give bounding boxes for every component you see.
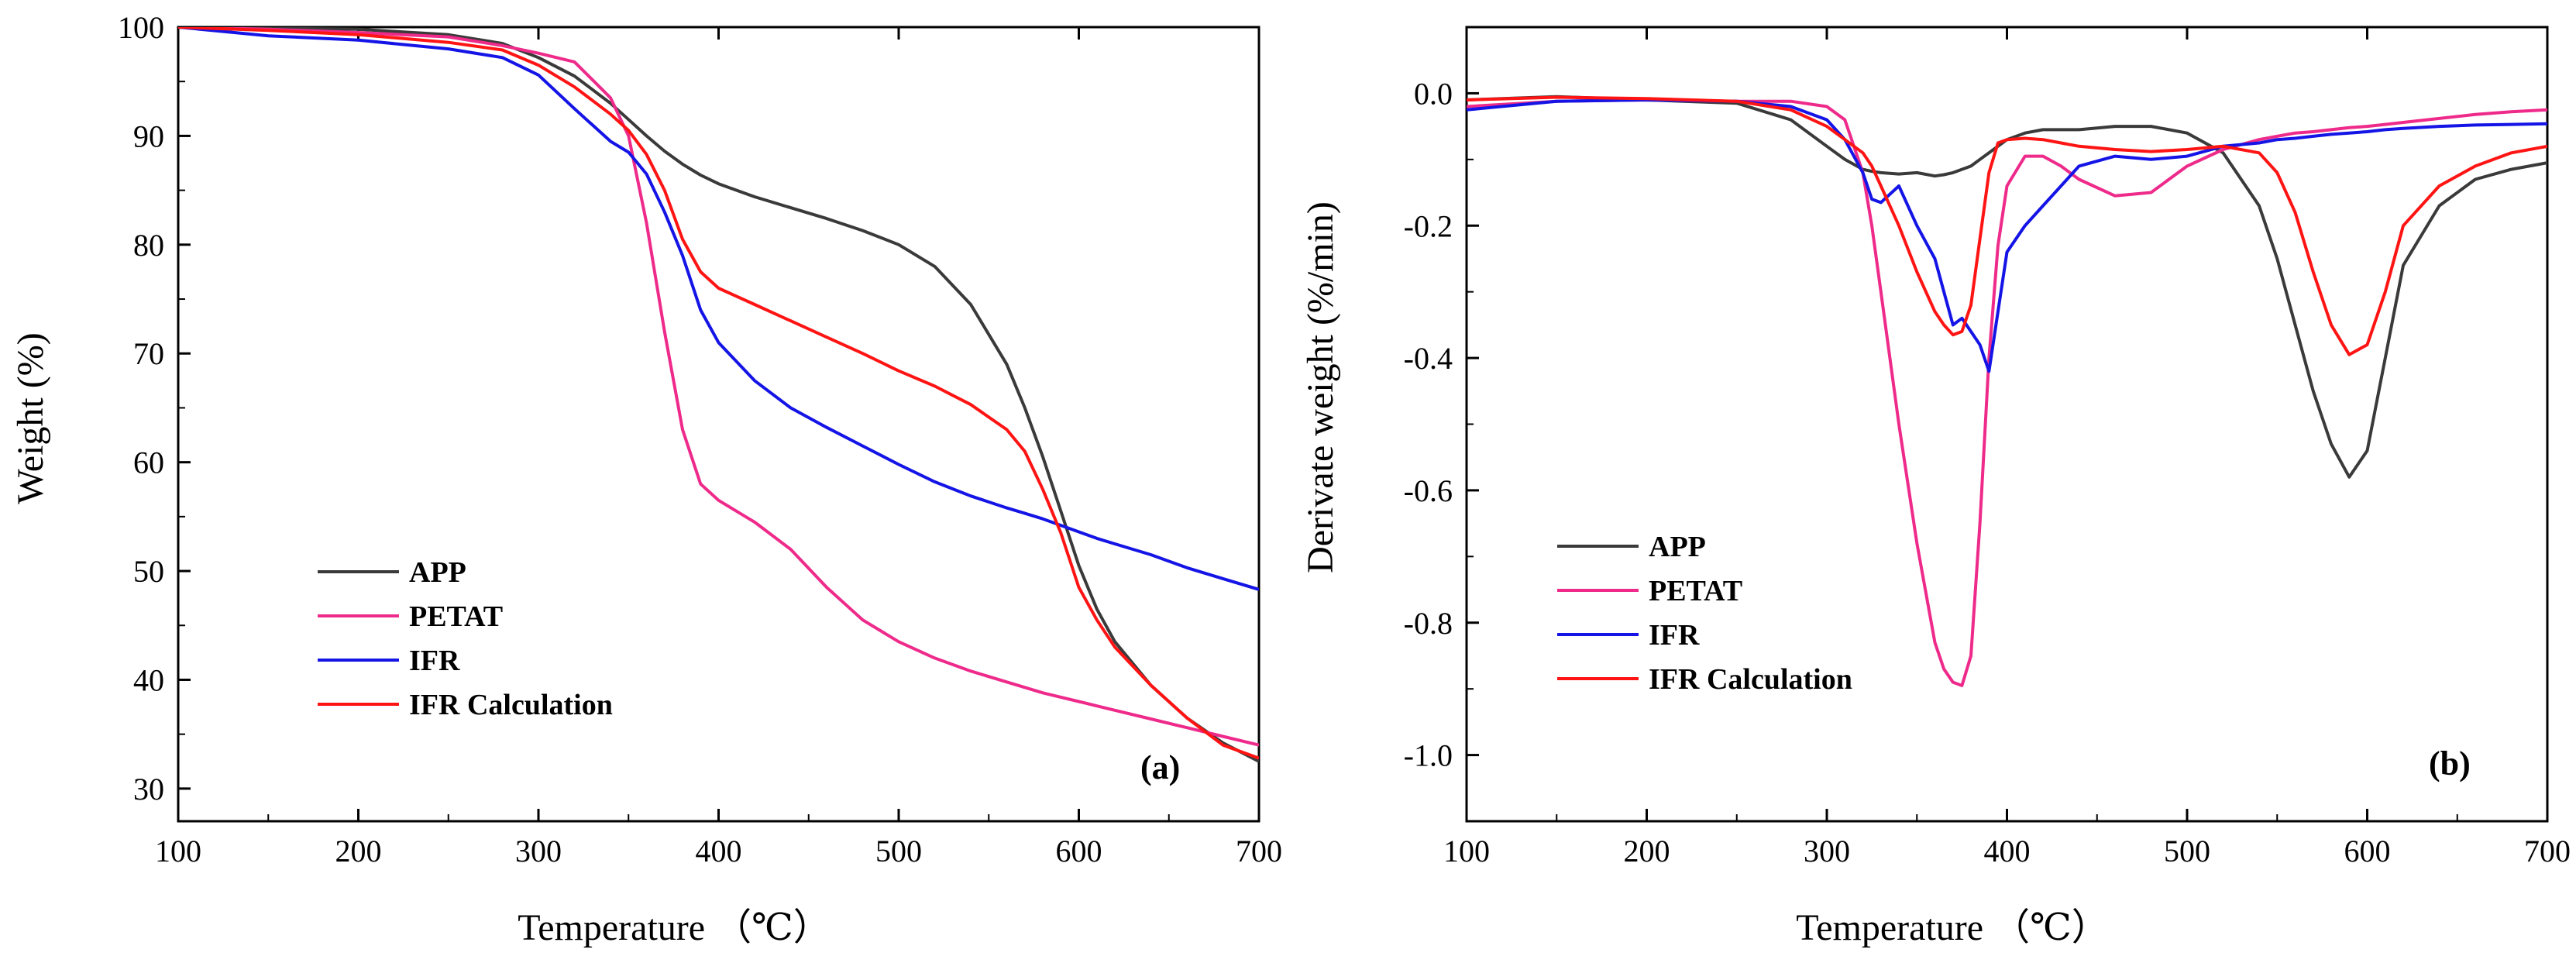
x-tick-label: 700	[1236, 834, 1282, 868]
y-tick-label: -0.8	[1404, 606, 1453, 641]
x-tick-label: 200	[335, 834, 382, 868]
panel-a-weight-chart: Weight (%) Temperature （℃） (a) APP PETAT I…	[10, 10, 1282, 948]
series-line-ifr-calculation	[178, 27, 1259, 760]
y-tick-label: 50	[133, 554, 164, 589]
series-line-ifr-calculation	[1467, 95, 2547, 356]
series-line-app	[178, 27, 1259, 763]
y-tick-label: 0.0	[1414, 76, 1453, 111]
panel-a-xlabel: Temperature （℃）	[518, 907, 831, 948]
x-tick-label: 200	[1624, 834, 1670, 868]
y-tick-label: 90	[133, 119, 164, 153]
y-tick-label: 100	[118, 10, 164, 45]
x-tick-label: 500	[2164, 834, 2210, 868]
legend-label: IFR Calculation	[409, 689, 613, 721]
legend-label: APP	[1649, 531, 1706, 563]
panel-b-ylabel: Derivate weight (%/min)	[1300, 201, 1341, 573]
legend-label: APP	[409, 556, 466, 589]
series-line-petat	[178, 27, 1259, 747]
panel-b-label: (b)	[2429, 745, 2471, 782]
series-line-ifr	[1467, 98, 2547, 373]
legend-label: IFR Calculation	[1649, 663, 1852, 696]
series-line-ifr	[178, 27, 1259, 591]
x-tick-label: 300	[1804, 834, 1850, 868]
panel-b-xlabel: Temperature （℃）	[1796, 907, 2109, 948]
panel-b-legend: APP PETAT IFR IFR Calculation	[1557, 531, 1852, 696]
x-tick-label: 600	[2344, 834, 2391, 868]
x-tick-label: 600	[1056, 834, 1102, 868]
panel-a-label: (a)	[1140, 748, 1180, 786]
plot-frame-1	[1465, 26, 2549, 823]
panel-a-ylabel: Weight (%)	[10, 332, 51, 504]
x-tick-label: 100	[155, 834, 201, 868]
y-tick-label: 60	[133, 445, 164, 480]
x-tick-label: 300	[515, 834, 562, 868]
x-tick-label: 100	[1443, 834, 1490, 868]
x-tick-label: 400	[1984, 834, 2031, 868]
legend-label: PETAT	[409, 600, 503, 633]
y-tick-label: -0.2	[1404, 208, 1453, 243]
panel-a-legend: APP PETAT IFR IFR Calculation	[318, 556, 613, 721]
y-tick-label: 40	[133, 662, 164, 697]
y-tick-label: 80	[133, 228, 164, 263]
x-tick-label: 400	[696, 834, 742, 868]
y-tick-label: -0.4	[1404, 341, 1453, 376]
y-tick-label: 70	[133, 336, 164, 371]
series-line-petat	[1467, 98, 2547, 687]
plot-frame-0	[177, 26, 1260, 823]
x-tick-label: 500	[875, 834, 922, 868]
x-tick-label: 700	[2524, 834, 2571, 868]
y-tick-label: -1.0	[1404, 738, 1453, 773]
y-tick-label: 30	[133, 772, 164, 807]
legend-label: IFR	[1649, 619, 1700, 652]
legend-label: IFR	[409, 645, 460, 677]
y-tick-label: -0.6	[1404, 473, 1453, 508]
legend-label: PETAT	[1649, 575, 1742, 607]
panel-b-derivative-chart: Derivate weight (%/min) Temperature （℃） …	[1300, 26, 2571, 948]
